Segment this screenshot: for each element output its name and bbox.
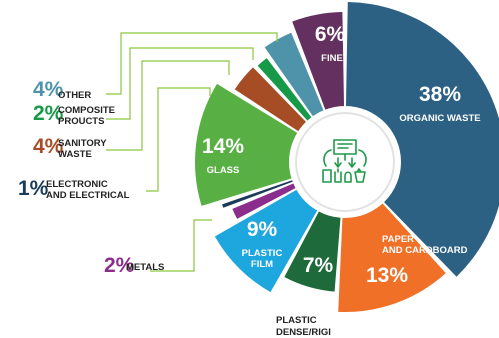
slice-label-line2-sanitory-waste: WASTE [58,149,92,160]
slice-pct-electronic-and-electrical: 1% [18,177,49,200]
icon-stroke [337,143,353,149]
waste-sorting-icon [322,139,367,183]
slice-pct-sanitory-waste: 4% [33,135,64,158]
slice-pct-other: 4% [33,78,64,101]
slice-label-line2-paper-and-cardboard: AND CARDBOARD [382,245,468,256]
icon-stroke [333,139,357,155]
slice-pct-plastic-film: 9% [247,218,278,241]
icon-stroke [334,162,356,168]
slice-label-line2-plastic-film: FILM [251,259,273,270]
slice-pct-metals: 2% [104,254,135,277]
leader-lines [106,32,278,272]
slice-label-line2-composite-proucts: PROUCTS [58,116,104,127]
icon-stroke [334,168,342,183]
icon-stroke [354,168,366,183]
slice-pct-organic-waste: 38% [419,83,461,106]
icon-stroke [323,149,367,167]
slice-label-plastic-dense-rigi: PLASTIC [276,315,317,326]
slice-glass [194,83,345,206]
slice-label-line2-electronic-and-electrical: AND ELECTRICAL [46,190,130,201]
slice-label-composite-proucts: COMPOSITE [58,105,115,116]
slice-pct-plastic-dense-rigi: 7% [303,254,334,277]
slice-label-other: OTHER [58,90,91,101]
slice-label-glass: GLASS [207,165,240,176]
center-circle [295,112,395,212]
icon-stroke [344,171,352,183]
slice-organic-waste [345,2,499,277]
leader-composite-proucts [106,47,254,120]
leader-metals [150,219,212,272]
slice-label-electronic-and-electrical: ELECTRONIC [46,179,108,190]
icon-stroke [337,153,353,167]
slice-label-sanitory-waste: SANITORY [58,138,107,149]
slice-pct-fine: 6% [315,23,346,46]
slice-label-fine: FINE [321,53,343,64]
slice-pct-glass: 14% [202,135,244,158]
icon-stroke [322,169,332,183]
slice-label-metals: METALS [126,262,164,273]
leader-electronic-and-electrical [146,87,211,192]
slice-label-organic-waste: ORGANIC WASTE [399,113,480,124]
slice-label-paper-and-cardboard: PAPER [382,234,414,245]
slice-pct-paper-and-cardboard: 13% [366,264,408,287]
leader-sanitory-waste [106,60,230,151]
slice-label-line2-plastic-dense-rigi: DENSE/RIGI [276,327,331,338]
slice-label-plastic-film: PLASTIC [242,248,283,259]
slice-pct-composite-proucts: 2% [33,102,64,125]
leader-other [106,32,278,95]
center-badge [289,106,401,218]
